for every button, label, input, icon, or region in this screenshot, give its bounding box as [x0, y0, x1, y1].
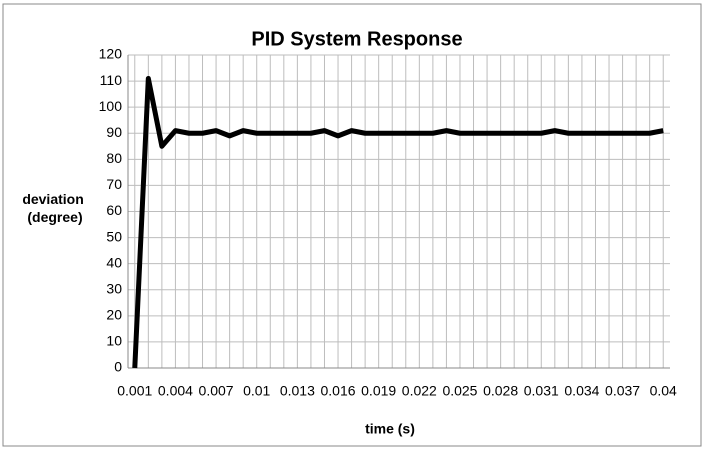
y-tick-label: 0	[114, 359, 122, 375]
y-tick-label: 90	[106, 124, 122, 140]
y-tick-label: 20	[106, 307, 122, 323]
y-axis-label: deviation (degree)	[22, 191, 87, 225]
y-tick-label: 50	[106, 228, 122, 244]
x-tick-label: 0.031	[524, 383, 559, 399]
x-tick-label: 0.001	[117, 383, 152, 399]
y-tick-label: 110	[100, 72, 123, 88]
y-tick-label: 40	[106, 254, 122, 270]
x-tick-label: 0.04	[650, 383, 677, 399]
y-tick-label: 30	[106, 280, 122, 296]
x-tick-label: 0.01	[243, 383, 270, 399]
x-tick-label: 0.004	[158, 383, 193, 399]
y-tick-label: 100	[99, 98, 123, 114]
data-line	[132, 75, 664, 369]
x-axis-label: time (s)	[365, 421, 415, 437]
y-tick-label: 80	[106, 150, 122, 166]
y-axis-label-line: deviation	[22, 191, 83, 207]
x-tick-label: 0.007	[199, 383, 234, 399]
x-tick-label: 0.025	[442, 383, 477, 399]
x-tick-label: 0.028	[483, 383, 518, 399]
x-tick-label: 0.037	[605, 383, 640, 399]
x-tick-label: 0.034	[564, 383, 599, 399]
x-tick-label: 0.016	[321, 383, 356, 399]
y-tick-label: 120	[99, 46, 123, 62]
x-tick-label: 0.019	[361, 383, 396, 399]
y-tick-label: 60	[106, 202, 122, 218]
x-tick-label: 0.022	[402, 383, 437, 399]
y-tick-label: 10	[106, 333, 122, 349]
y-axis-label-line: (degree)	[27, 209, 82, 225]
x-tick-label: 0.013	[280, 383, 315, 399]
chart-title: PID System Response	[251, 28, 462, 50]
y-tick-label: 70	[106, 176, 122, 192]
